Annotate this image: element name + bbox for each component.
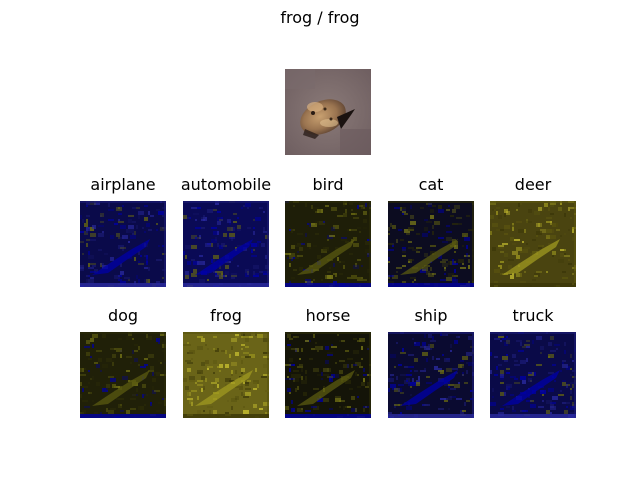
saliency-panel-dog: dog — [80, 306, 166, 418]
saliency-map-icon — [183, 201, 269, 287]
saliency-panel-automobile: automobile — [181, 175, 271, 287]
saliency-panel-horse: horse — [285, 306, 371, 418]
saliency-panel-airplane: airplane — [80, 175, 166, 287]
saliency-map-icon — [388, 332, 474, 418]
input-image — [285, 69, 371, 155]
saliency-map-image — [183, 201, 269, 287]
figure-title: frog / frog — [280, 8, 360, 27]
saliency-panel-label: frog — [210, 306, 242, 325]
saliency-panel-deer: deer — [490, 175, 576, 287]
saliency-map-icon — [490, 201, 576, 287]
saliency-panel-label: automobile — [180, 175, 272, 194]
saliency-panel-label: horse — [305, 306, 351, 325]
saliency-map-icon — [183, 332, 269, 418]
saliency-map-icon — [285, 332, 371, 418]
saliency-map-image — [285, 201, 371, 287]
saliency-panel-ship: ship — [388, 306, 474, 418]
saliency-map-icon — [80, 201, 166, 287]
saliency-map-image — [80, 201, 166, 287]
saliency-panel-bird: bird — [285, 175, 371, 287]
saliency-panel-label: truck — [512, 306, 554, 325]
saliency-panel-label: dog — [107, 306, 139, 325]
saliency-map-icon — [388, 201, 474, 287]
saliency-map-image — [490, 332, 576, 418]
saliency-map-image — [80, 332, 166, 418]
saliency-panel-frog: frog — [183, 306, 269, 418]
saliency-map-icon — [80, 332, 166, 418]
saliency-panel-label: bird — [312, 175, 344, 194]
saliency-panel-truck: truck — [490, 306, 576, 418]
saliency-panel-label: deer — [514, 175, 552, 194]
saliency-map-image — [388, 332, 474, 418]
saliency-map-icon — [285, 201, 371, 287]
saliency-panel-cat: cat — [388, 175, 474, 287]
saliency-panel-label: ship — [414, 306, 448, 325]
frog-photo-icon — [285, 69, 371, 155]
saliency-map-image — [285, 332, 371, 418]
saliency-panel-label: airplane — [90, 175, 156, 194]
saliency-map-image — [490, 201, 576, 287]
saliency-panel-label: cat — [418, 175, 444, 194]
saliency-map-image — [183, 332, 269, 418]
saliency-map-icon — [490, 332, 576, 418]
saliency-map-image — [388, 201, 474, 287]
